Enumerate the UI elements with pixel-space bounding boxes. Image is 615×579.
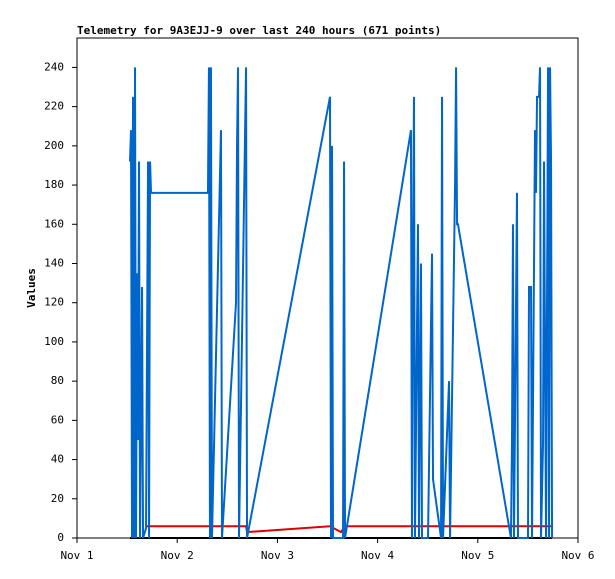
y-tick-label: 80 bbox=[51, 374, 64, 387]
y-tick-label: 120 bbox=[44, 296, 64, 309]
y-axis-label: Values bbox=[25, 268, 38, 308]
y-tick-label: 160 bbox=[44, 217, 64, 230]
y-tick-label: 140 bbox=[44, 256, 64, 269]
y-tick-label: 180 bbox=[44, 178, 64, 191]
series-line bbox=[146, 525, 553, 534]
x-tick-label: Nov 6 bbox=[561, 549, 594, 562]
y-tick-label: 100 bbox=[44, 335, 64, 348]
y-tick-label: 220 bbox=[44, 100, 64, 113]
x-tick-label: Nov 4 bbox=[361, 549, 394, 562]
x-tick-label: Nov 1 bbox=[60, 549, 93, 562]
series-line bbox=[129, 67, 554, 539]
x-tick-label: Nov 3 bbox=[261, 549, 294, 562]
y-tick-label: 60 bbox=[51, 413, 64, 426]
y-tick-label: 20 bbox=[51, 492, 64, 505]
chart-title: Telemetry for 9A3EJJ-9 over last 240 hou… bbox=[77, 24, 441, 37]
y-tick-label: 0 bbox=[57, 531, 64, 544]
y-tick-label: 240 bbox=[44, 60, 64, 73]
x-tick-label: Nov 5 bbox=[461, 549, 494, 562]
y-tick-label: 40 bbox=[51, 453, 64, 466]
x-tick-label: Nov 2 bbox=[161, 549, 194, 562]
y-tick-label: 200 bbox=[44, 139, 64, 152]
